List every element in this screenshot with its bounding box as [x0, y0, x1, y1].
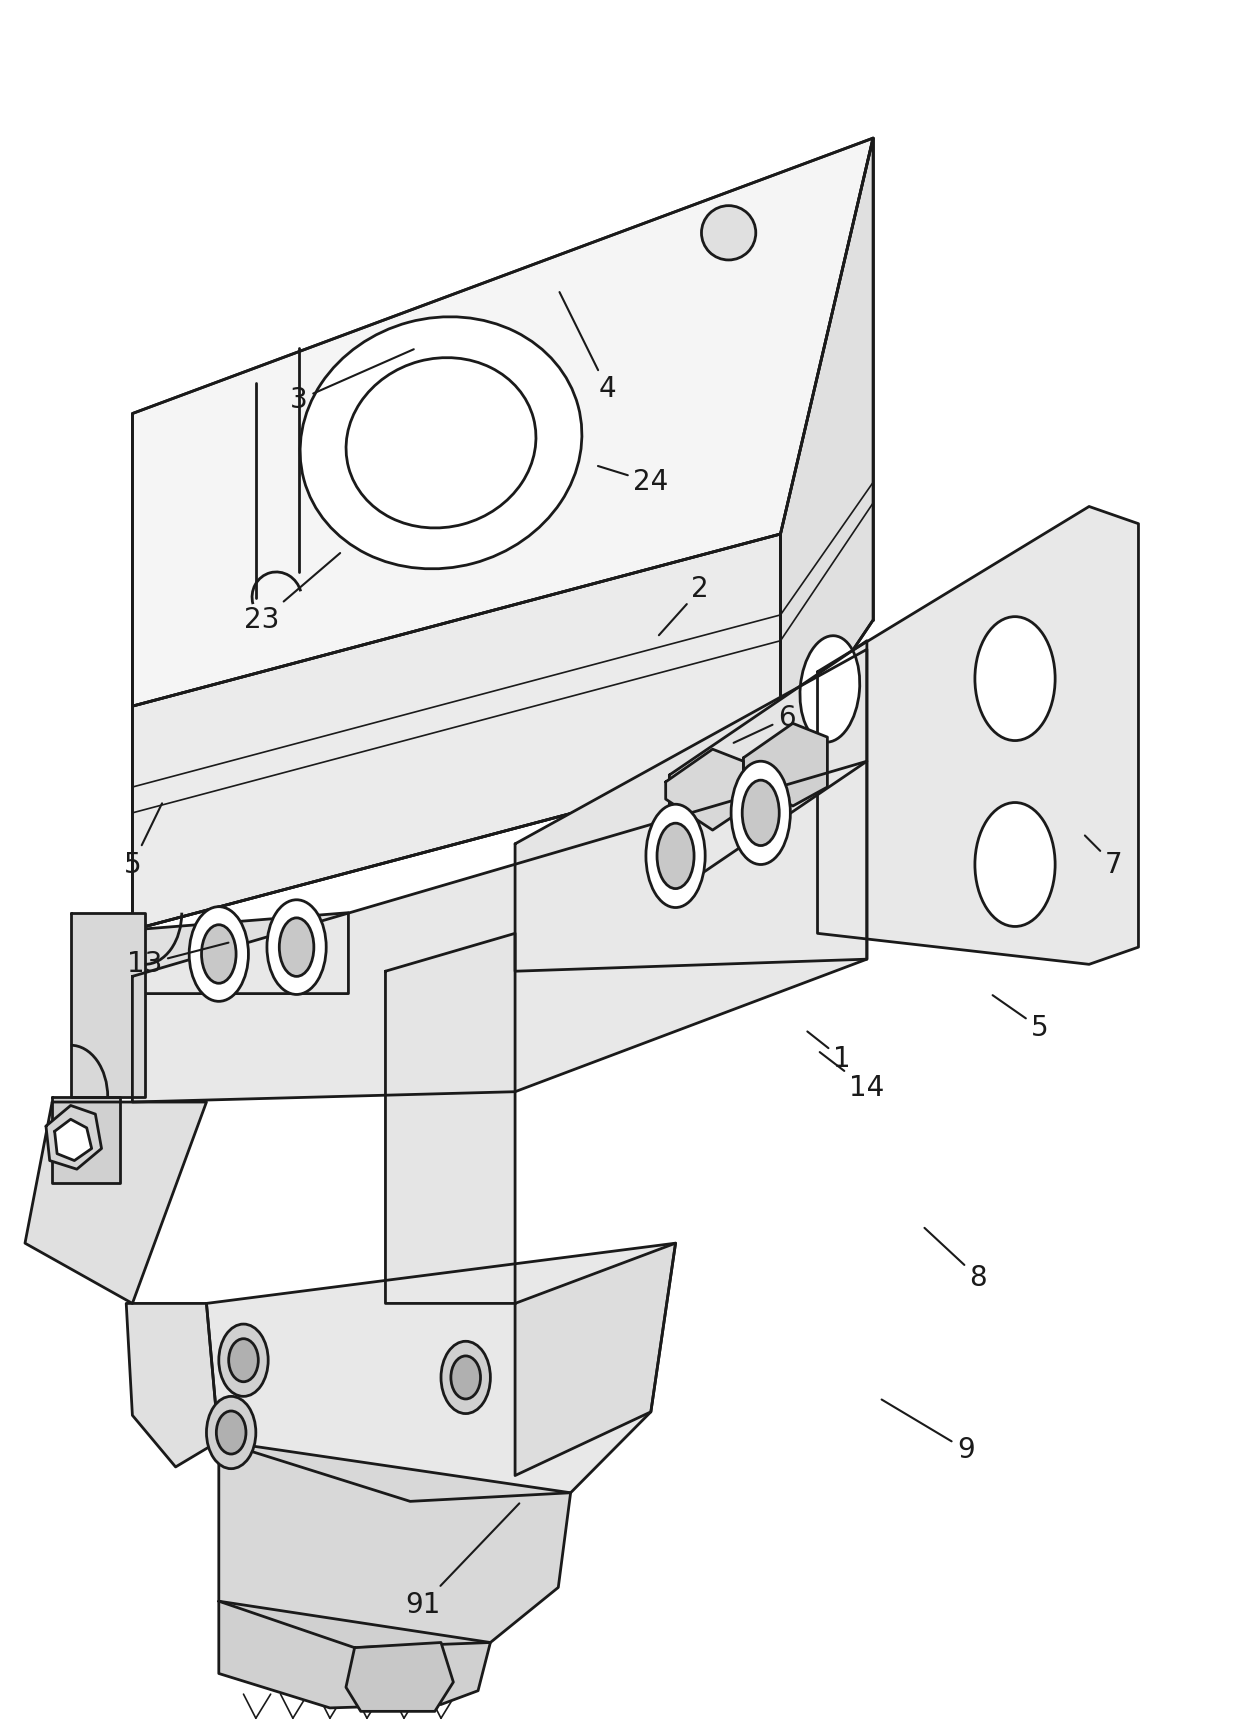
Ellipse shape [190, 906, 248, 1001]
Polygon shape [218, 1440, 570, 1648]
Polygon shape [744, 723, 827, 806]
Text: 8: 8 [925, 1228, 987, 1292]
Ellipse shape [743, 780, 779, 845]
Text: 6: 6 [734, 704, 796, 743]
Polygon shape [670, 641, 867, 896]
Polygon shape [71, 913, 145, 1096]
Polygon shape [817, 507, 1138, 965]
Ellipse shape [350, 360, 533, 526]
Text: 7: 7 [1085, 835, 1122, 878]
Ellipse shape [300, 316, 582, 569]
Polygon shape [52, 1096, 120, 1183]
Polygon shape [133, 534, 780, 930]
Polygon shape [55, 1119, 92, 1160]
Ellipse shape [228, 1338, 258, 1381]
Text: 24: 24 [598, 467, 668, 496]
Ellipse shape [216, 1411, 246, 1454]
Ellipse shape [267, 899, 326, 994]
Polygon shape [133, 913, 348, 994]
Ellipse shape [975, 617, 1055, 740]
Ellipse shape [732, 761, 790, 864]
Polygon shape [133, 761, 867, 1101]
Ellipse shape [657, 823, 694, 889]
Text: 3: 3 [290, 349, 414, 413]
Text: 13: 13 [126, 942, 228, 979]
Ellipse shape [279, 918, 314, 977]
Ellipse shape [202, 925, 236, 984]
Text: 91: 91 [404, 1504, 520, 1618]
Text: 14: 14 [820, 1051, 884, 1103]
Ellipse shape [975, 802, 1055, 927]
Ellipse shape [451, 1356, 481, 1399]
Text: 2: 2 [658, 576, 709, 635]
Text: 9: 9 [882, 1399, 975, 1464]
Polygon shape [386, 934, 515, 1304]
Polygon shape [346, 1643, 454, 1712]
Ellipse shape [441, 1342, 490, 1414]
Ellipse shape [800, 636, 859, 742]
Polygon shape [126, 1304, 218, 1466]
Circle shape [702, 206, 756, 259]
Text: 4: 4 [559, 292, 616, 403]
Polygon shape [515, 1243, 676, 1475]
Polygon shape [666, 749, 744, 830]
Ellipse shape [646, 804, 706, 908]
Text: 23: 23 [244, 553, 340, 635]
Polygon shape [25, 1101, 207, 1304]
Ellipse shape [346, 358, 536, 527]
Text: 5: 5 [992, 996, 1049, 1043]
Ellipse shape [218, 1324, 268, 1397]
Ellipse shape [207, 1397, 255, 1468]
Text: 5: 5 [124, 804, 162, 878]
Polygon shape [780, 138, 873, 757]
Polygon shape [133, 138, 873, 705]
Text: 1: 1 [807, 1032, 851, 1074]
Polygon shape [218, 1601, 490, 1708]
Polygon shape [515, 650, 867, 972]
Polygon shape [46, 1105, 102, 1169]
Polygon shape [207, 1243, 676, 1501]
